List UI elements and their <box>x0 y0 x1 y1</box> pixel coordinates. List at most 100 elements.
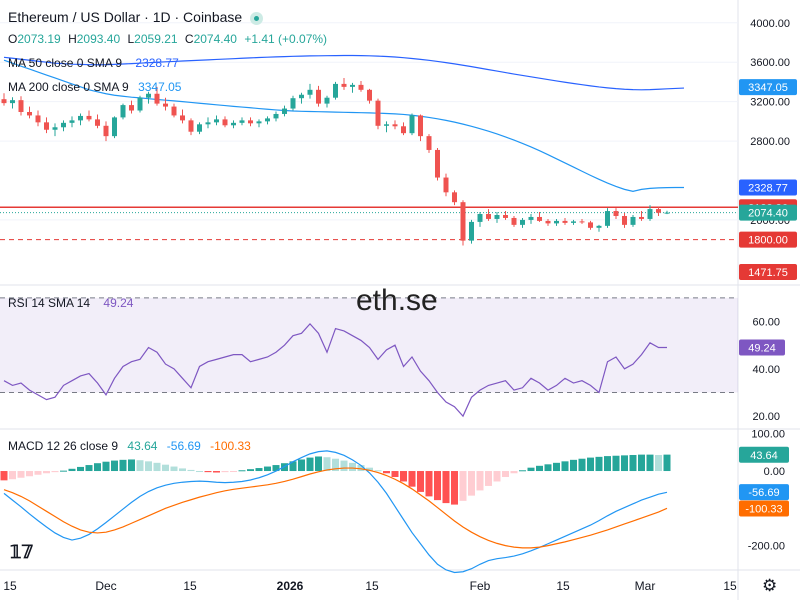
macd-hist-bar <box>9 471 16 480</box>
macd-hist-bar <box>434 471 441 501</box>
candle-body <box>375 100 381 126</box>
macd-hist-bar <box>298 459 305 472</box>
candle-body <box>197 124 202 132</box>
candle-body <box>435 149 440 178</box>
time-tick-label: 15 <box>3 579 17 593</box>
candle-body <box>486 214 491 219</box>
price-tick-label: 2800.00 <box>750 136 790 148</box>
macd-line <box>3 450 668 574</box>
macd-hist-bar <box>289 461 297 472</box>
ma50-legend[interactable]: MA 50 close 0 SMA 9 2328.77 <box>8 56 179 70</box>
candle-body <box>656 209 661 213</box>
macd-hist-bar <box>459 471 467 501</box>
macd-hist-bar <box>17 471 25 478</box>
candle-body <box>273 113 279 119</box>
macd-hist-bar <box>85 465 93 472</box>
candle-body <box>239 120 245 123</box>
macd-hist-bar <box>247 469 254 472</box>
macd-hist-bar <box>60 470 67 472</box>
macd-hist-bar <box>629 454 637 472</box>
macd-value-badge <box>739 500 789 517</box>
candle-body <box>664 212 670 214</box>
candle-body <box>647 209 653 219</box>
candle-body <box>163 103 168 107</box>
time-tick-label: 15 <box>556 579 570 593</box>
watermark: eth.se <box>356 284 438 317</box>
macd-hist-bar <box>170 466 178 472</box>
rsi-value: 49.24 <box>103 296 134 310</box>
macd-hist-bar <box>153 462 161 472</box>
candle-body <box>384 124 389 126</box>
ma200-legend[interactable]: MA 200 close 0 SMA 9 3347.05 <box>8 80 181 94</box>
ohlc-open-key: O <box>8 32 18 46</box>
macd-hist-bar <box>553 462 560 472</box>
time-tick-label: Feb <box>470 579 491 593</box>
macd-label: MACD 12 26 close 9 <box>8 439 119 453</box>
rsi-tick-label: 60.00 <box>752 317 780 329</box>
price-tick-label: 3200.00 <box>750 97 790 109</box>
candle-body <box>78 115 83 121</box>
macd-hist-bar <box>408 471 416 487</box>
macd-hist-bar <box>638 454 645 472</box>
ma50-line <box>3 54 685 91</box>
candle-body <box>639 216 644 219</box>
macd-hist-value: 43.64 <box>127 439 158 453</box>
macd-hist-bar <box>536 465 543 472</box>
macd-hist-bar <box>493 471 501 482</box>
macd-tick-label: 0.00 <box>764 466 785 478</box>
ohlc-high-value: 2093.40 <box>76 32 121 46</box>
candle-body <box>214 119 219 123</box>
macd-hist-bar <box>570 459 577 472</box>
candle-body <box>248 120 253 124</box>
macd-hist-bar <box>204 471 212 473</box>
price-label-text: 3347.05 <box>748 82 788 94</box>
candle-body <box>392 124 398 127</box>
candle-body <box>188 120 194 132</box>
rsi-band <box>0 297 738 393</box>
gear-icon[interactable]: ⚙ <box>762 576 778 595</box>
ma200-line <box>3 59 684 192</box>
macd-hist-bar <box>68 468 76 472</box>
price-label-text: 2328.77 <box>748 183 788 195</box>
macd-legend[interactable]: MACD 12 26 close 9 43.64 -56.69 -100.33 <box>8 439 251 453</box>
macd-value-badge <box>739 446 789 463</box>
candle-body <box>545 220 551 224</box>
rsi-tick-label: 20.00 <box>752 411 780 423</box>
macd-hist-bar <box>162 464 169 472</box>
symbol-title[interactable]: Ethereum / US Dollar · 1D · Coinbase <box>8 9 264 25</box>
macd-tick-label: -200.00 <box>748 541 785 553</box>
ohlc-high-key: H <box>68 32 77 46</box>
candle-body <box>112 117 117 137</box>
macd-hist-bar <box>468 471 475 496</box>
candle-body <box>333 83 338 98</box>
candle-body <box>324 97 330 104</box>
macd-hist-bar <box>77 466 84 472</box>
price-label-text: 1471.75 <box>748 267 788 279</box>
ma50-label: MA 50 close 0 SMA 9 <box>8 56 123 70</box>
candle-body <box>95 119 100 126</box>
ohlc-close-key: C <box>184 32 194 46</box>
macd-signal-value: -100.33 <box>210 439 251 453</box>
macd-hist-bar <box>102 461 110 472</box>
ohlc-low-value: 2059.21 <box>134 32 178 46</box>
candle-body <box>86 115 92 120</box>
macd-hist-bar <box>519 470 526 472</box>
time-tick-label: 15 <box>183 579 197 593</box>
candle-body <box>341 83 347 87</box>
macd-hist-bar <box>485 471 492 486</box>
candle-body <box>588 222 593 228</box>
ma200-label: MA 200 close 0 SMA 9 <box>8 80 129 94</box>
candle-body <box>316 89 321 104</box>
macd-hist-bar <box>383 471 390 474</box>
macd-hist-bar <box>663 454 671 472</box>
macd-hist-bar <box>128 459 135 472</box>
macd-hist-bar <box>578 458 586 472</box>
rsi-value-badge <box>739 339 785 356</box>
time-tick-label: 15 <box>723 579 737 593</box>
ohlc-low-key: L <box>127 32 135 46</box>
macd-hist-bar <box>646 454 654 472</box>
time-tick-label: 2026 <box>277 579 304 593</box>
rsi-legend[interactable]: RSI 14 SMA 14 49.24 <box>8 296 133 310</box>
tradingview-logo-icon[interactable]: 𝟙𝟟 <box>10 542 33 562</box>
